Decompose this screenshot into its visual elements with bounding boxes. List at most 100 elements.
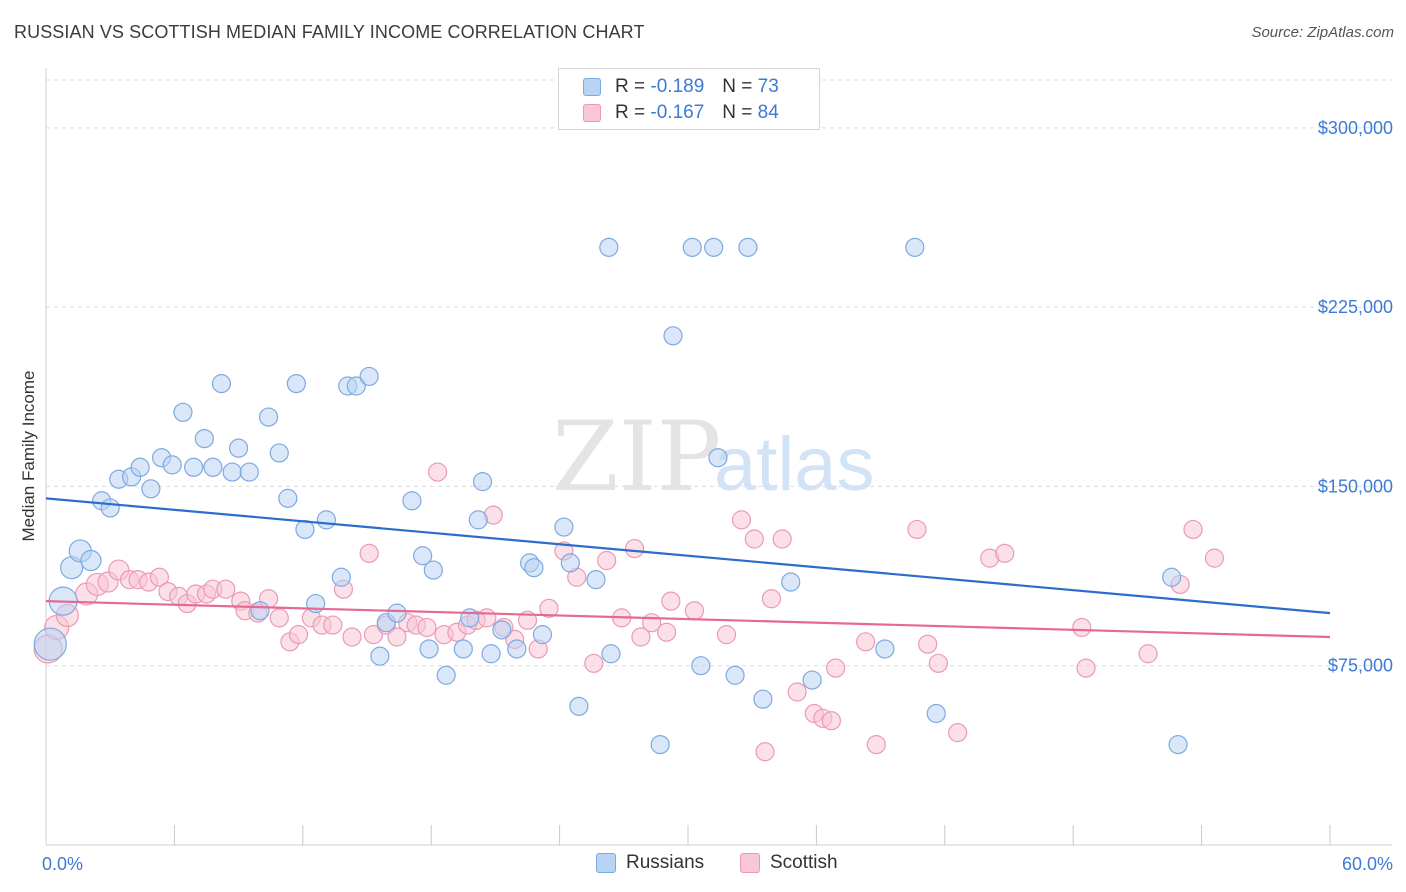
russian-point: [481, 644, 501, 664]
scottish-point: [661, 591, 681, 611]
trendlines: [45, 497, 1331, 639]
watermark-zip: ZIP: [552, 401, 721, 513]
y-tick-label: $300,000: [1318, 118, 1393, 138]
scottish-point: [1204, 548, 1225, 568]
russian-point: [453, 639, 473, 659]
series-legend: Russians Scottish: [0, 852, 1406, 878]
russian-point: [194, 428, 214, 449]
scottish-point: [631, 627, 651, 647]
russian-point: [650, 734, 670, 755]
scottish-point: [1076, 658, 1096, 678]
russian-point: [691, 656, 711, 676]
scottish-point: [856, 632, 876, 652]
russian-point: [524, 558, 544, 578]
chart-title: RUSSIAN VS SCOTTISH MEDIAN FAMILY INCOME…: [14, 22, 645, 42]
scottish-swatch: [583, 104, 601, 122]
scottish-point: [918, 634, 938, 654]
scottish-point: [826, 658, 846, 678]
scottish-point: [907, 519, 927, 540]
scottish-point: [995, 543, 1015, 563]
source-label: Source: ZipAtlas.com: [1251, 24, 1394, 41]
russian-point: [1168, 734, 1188, 755]
scottish-point: [772, 529, 792, 549]
y-tick-label: $75,000: [1328, 656, 1393, 676]
axes: [45, 68, 1392, 846]
russian-point: [419, 639, 439, 659]
russian-point: [141, 479, 161, 499]
scottish-point: [761, 589, 782, 609]
russian-point: [278, 488, 298, 508]
scottish-point: [359, 543, 379, 563]
tick-labels: $75,000 $150,000 $225,000 $300,000 0.0% 60.0%: [42, 118, 1393, 874]
scottish-point: [477, 608, 497, 628]
russian-point: [460, 608, 480, 628]
scottish-point: [342, 627, 362, 647]
scottish-point: [1072, 617, 1092, 638]
russian-point: [402, 491, 422, 511]
legend-item-scottish[interactable]: Scottish: [740, 852, 838, 874]
scottish-point: [731, 510, 752, 530]
russian-point: [203, 457, 223, 477]
russian-point: [423, 560, 443, 580]
scottish-legend-swatch: [740, 853, 760, 873]
russian-point: [738, 237, 758, 257]
russian-point: [413, 546, 433, 566]
scottish-point: [716, 625, 737, 645]
scottish-point: [539, 598, 559, 618]
russian-point: [599, 237, 619, 257]
scottish-point: [656, 622, 677, 642]
scottish-point: [1138, 644, 1158, 664]
x-tick-label-min: 0.0%: [42, 854, 83, 874]
scottish-point: [948, 723, 968, 743]
scottish-point: [744, 529, 764, 549]
russian-point: [286, 374, 306, 394]
russian-point: [33, 627, 67, 661]
russian-point: [211, 374, 232, 394]
scottish-legend-label: Scottish: [770, 852, 838, 873]
russian-point: [258, 407, 279, 427]
russian-points: [33, 237, 1188, 755]
russian-point: [926, 703, 946, 724]
scottish-point: [288, 625, 309, 645]
y-axis-label: Median Family Income: [19, 370, 38, 541]
russian-point: [162, 455, 182, 475]
y-tick-label: $150,000: [1318, 476, 1393, 496]
russian-point: [781, 572, 801, 592]
scottish-point: [821, 711, 841, 731]
russian-point: [346, 376, 366, 396]
russian-point: [387, 603, 407, 623]
russian-point: [560, 553, 580, 573]
russian-point: [239, 462, 259, 482]
scottish-point: [428, 462, 448, 482]
russian-point: [663, 326, 683, 346]
russians-trendline: [45, 497, 1331, 615]
legend-r-label: R =: [615, 76, 646, 97]
russian-point: [331, 567, 351, 587]
russian-point: [905, 237, 925, 257]
russian-point: [184, 457, 204, 477]
x-tick-label-max: 60.0%: [1342, 854, 1393, 874]
russian-point: [708, 448, 728, 468]
scottish-r-value: -0.167: [650, 102, 705, 123]
scottish-point: [149, 567, 170, 587]
russian-point: [753, 689, 773, 709]
scottish-n-value: 84: [757, 102, 779, 123]
russian-point: [173, 402, 193, 422]
russian-point: [100, 498, 120, 518]
legend-r-label: R =: [615, 102, 646, 123]
russian-point: [569, 696, 589, 716]
scottish-point: [684, 601, 705, 621]
russian-point: [359, 366, 379, 387]
scottish-point: [584, 653, 604, 673]
russian-point: [704, 237, 724, 257]
russian-point: [269, 443, 289, 463]
russian-point: [586, 570, 606, 590]
scottish-point: [269, 608, 289, 628]
scottish-point: [216, 579, 236, 599]
russians-n-value: 73: [757, 76, 779, 97]
russian-point: [725, 665, 745, 685]
russian-point: [1162, 567, 1182, 587]
gridlines: [46, 79, 1392, 667]
legend-item-russians[interactable]: Russians: [596, 852, 704, 874]
